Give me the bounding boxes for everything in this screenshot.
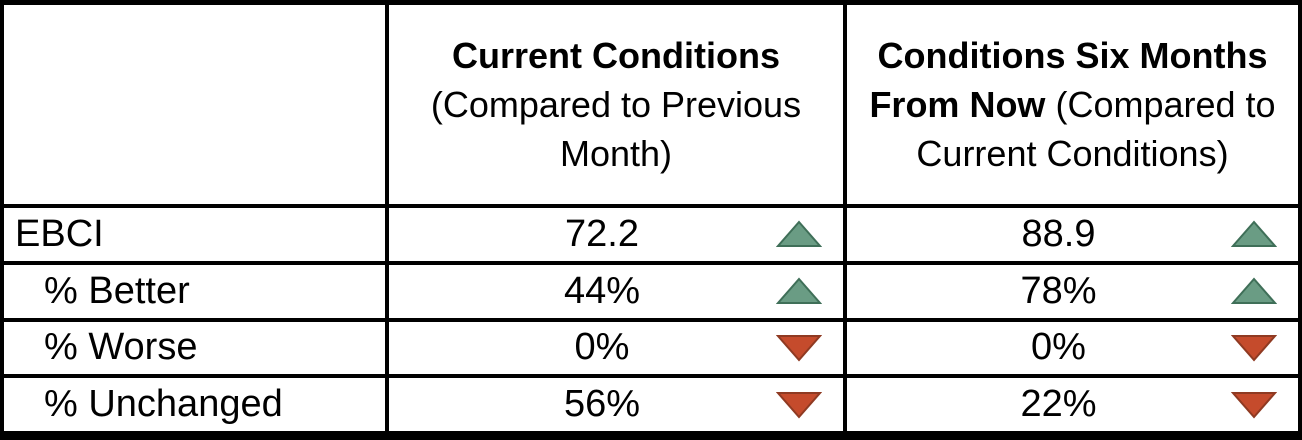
column-header-subtext: (Compared to Previous Month) [430, 84, 802, 174]
row-label-ebci: EBCI [4, 204, 385, 261]
value-cell: 72.2 [385, 204, 843, 261]
trend-down-icon [1231, 334, 1277, 362]
cell-value: 78% [1020, 269, 1097, 312]
cell-value: 0% [574, 326, 630, 369]
cell-value: 88.9 [1021, 212, 1096, 255]
trend-down-icon [776, 334, 822, 362]
cell-value: 22% [1020, 383, 1097, 426]
column-header-bold-text: Current Conditions [452, 35, 780, 76]
column-header-text: Current Conditions (Compared to Previous… [389, 31, 843, 178]
column-header-bold-text: Conditions Six Months From Now [869, 35, 1268, 125]
trend-down-icon [776, 391, 822, 419]
value-cell: 22% [843, 374, 1298, 431]
cell-value: 56% [563, 383, 641, 426]
value-cell: 56% [385, 374, 843, 431]
row-label-percent-better: % Better [4, 260, 385, 318]
trend-up-icon [1231, 277, 1277, 305]
column-header-text: Conditions Six Months From Now (Compared… [847, 31, 1298, 178]
corner-cell [4, 5, 385, 204]
cell-value: 72.2 [565, 212, 639, 255]
cell-value: 0% [1031, 326, 1086, 369]
cell-value: 44% [563, 269, 641, 312]
value-cell: 78% [843, 260, 1298, 318]
column-header-subtext: (Compared to Current Conditions) [916, 84, 1276, 174]
trend-up-icon [1231, 220, 1277, 248]
value-cell: 0% [843, 317, 1298, 375]
column-header-current-conditions: Current Conditions (Compared to Previous… [385, 5, 843, 204]
value-cell: 44% [385, 260, 843, 318]
row-label-percent-unchanged: % Unchanged [4, 374, 385, 431]
value-cell: 88.9 [843, 204, 1298, 261]
column-header-six-months: Conditions Six Months From Now (Compared… [843, 5, 1298, 204]
trend-down-icon [1231, 391, 1277, 419]
value-cell: 0% [385, 317, 843, 375]
trend-up-icon [776, 220, 822, 248]
row-label-percent-worse: % Worse [4, 317, 385, 375]
trend-up-icon [776, 277, 822, 305]
